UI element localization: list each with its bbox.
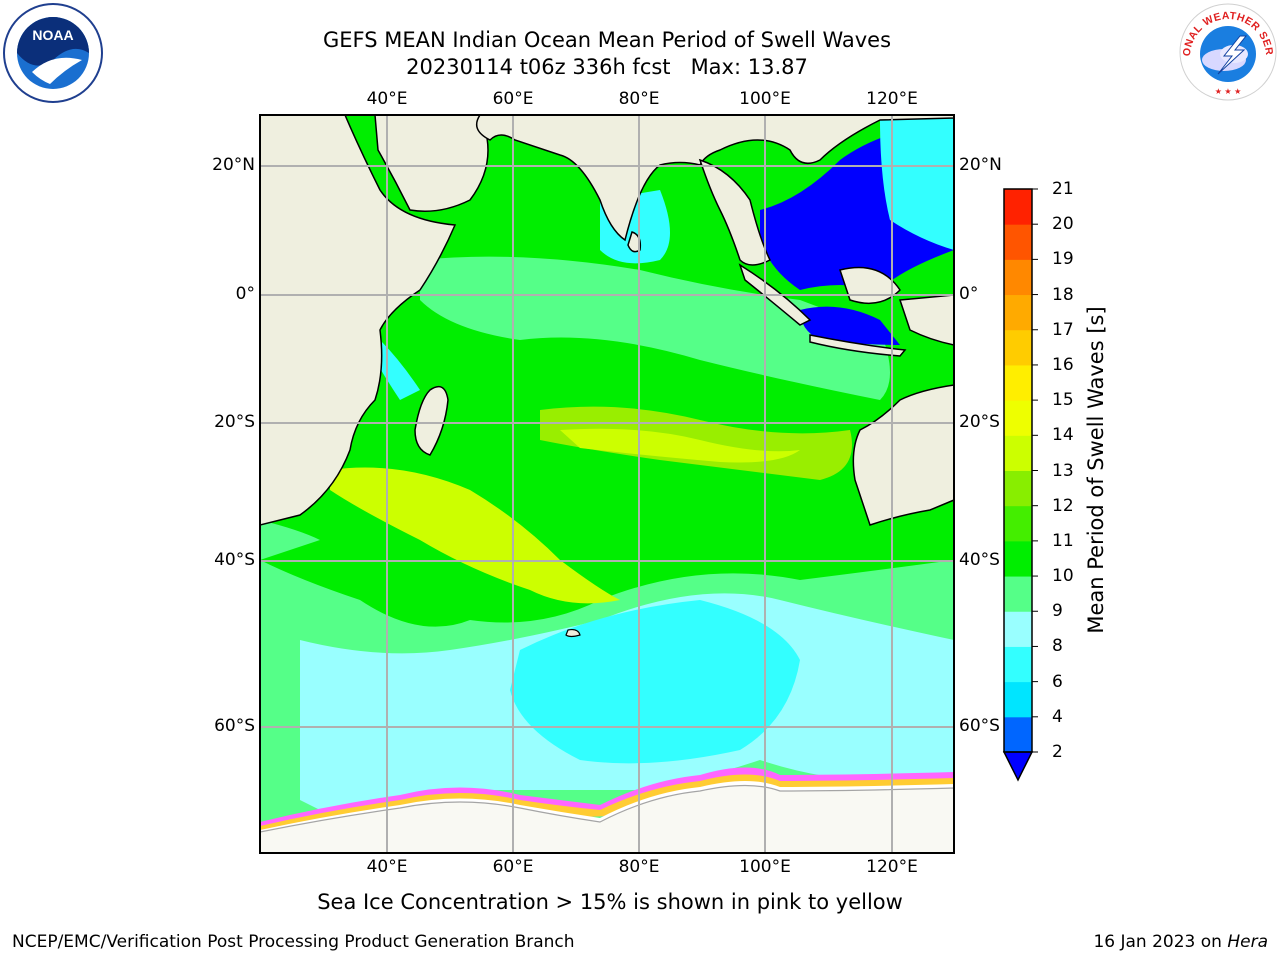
chart-title: GEFS MEAN Indian Ocean Mean Period of Sw… (322, 28, 892, 52)
colorbar-segment (1004, 681, 1032, 718)
asia-land (475, 115, 954, 242)
colorbar-segment (1004, 189, 1032, 225)
lon-label-bottom: 120°E (866, 857, 918, 877)
colorbar-segment (1004, 646, 1032, 683)
java-land (809, 334, 907, 357)
colorbar-extend-arrow (1002, 751, 1034, 782)
lon-label-top: 120°E (866, 89, 918, 109)
swell-band-java-sea (800, 306, 900, 345)
colorbar-title: Mean Period of Swell Waves [s] (1084, 306, 1108, 634)
credit-text: NCEP/EMC/Verification Post Processing Pr… (12, 932, 575, 952)
colorbar-tick-label: 9 (1052, 601, 1063, 622)
colorbar-tick-label: 8 (1052, 636, 1063, 657)
lon-label-bottom: 40°E (366, 857, 408, 877)
colorbar-tick-label: 18 (1052, 284, 1074, 305)
colorbar-tick-label: 10 (1052, 566, 1074, 587)
arabia-land (374, 115, 489, 212)
chart-subtitle: 20230114 t06z 336h fcst Max: 13.87 (406, 55, 808, 79)
swell-band-9s-tropics (420, 256, 890, 400)
lon-label-bottom: 100°E (739, 857, 791, 877)
colorbar-tick-label: 20 (1052, 214, 1074, 235)
lon-label-top: 60°E (492, 89, 534, 109)
swell-band-12s-west (330, 467, 620, 604)
colorbar-tick-label: 13 (1052, 460, 1074, 481)
sea-ice-shelf (260, 781, 954, 853)
lon-label-top: 40°E (366, 89, 408, 109)
colorbar-tick-label: 19 (1052, 249, 1074, 270)
indochina-land (698, 158, 772, 266)
antarctica-land (260, 784, 954, 853)
colorbar-segment (1004, 716, 1032, 753)
australia-land (852, 384, 954, 526)
map-frame (259, 114, 955, 854)
svg-text:★ ★ ★: ★ ★ ★ (1215, 87, 1242, 96)
colorbar-segment (1004, 540, 1032, 577)
kerguelen-land (565, 628, 581, 638)
colorbar-segment (1004, 294, 1032, 331)
colorbar-tick-label: 6 (1052, 671, 1063, 692)
colorbar-tick-label: 14 (1052, 425, 1074, 446)
lon-label-top: 80°E (618, 89, 660, 109)
nws-logo: NATIONAL WEATHER SERVICE ★ ★ ★ (1178, 2, 1277, 101)
madagascar-land (414, 385, 449, 456)
colorbar-segment (1004, 224, 1032, 260)
noaa-logo: NOAA (3, 3, 103, 103)
colorbar-segment (1004, 364, 1032, 401)
lat-label-right: 60°S (959, 716, 1000, 736)
lat-label-left: 20°S (214, 412, 255, 432)
lat-label-right: 20°S (959, 412, 1000, 432)
lat-label-right: 40°S (959, 550, 1000, 570)
colorbar-tick-label: 16 (1052, 354, 1074, 375)
colorbar-segment (1004, 505, 1032, 542)
colorbar-segment (1004, 259, 1032, 296)
lat-label-right: 20°N (959, 155, 1002, 175)
colorbar-tick-label: 17 (1052, 319, 1074, 340)
colorbar (1002, 188, 1038, 782)
colorbar-segment (1004, 435, 1032, 471)
lat-label-right: 0° (959, 284, 979, 304)
lat-label-left: 0° (235, 284, 255, 304)
colorbar-tick-label: 2 (1052, 742, 1063, 762)
colorbar-tick-label: 11 (1052, 530, 1074, 551)
lon-label-bottom: 80°E (618, 857, 660, 877)
swell-band-7s-core (510, 600, 800, 764)
sea-ice-note: Sea Ice Concentration > 15% is shown in … (317, 890, 903, 914)
lat-label-left: 60°S (214, 716, 255, 736)
graticule (260, 115, 954, 853)
colorbar-segment (1004, 470, 1032, 507)
colorbar-segment (1004, 611, 1032, 647)
colorbar-segment (1004, 329, 1032, 366)
colorbar-tick-label: 21 (1052, 179, 1074, 199)
lon-label-top: 100°E (739, 89, 791, 109)
lat-label-left: 20°N (212, 155, 255, 175)
svg-text:NOAA: NOAA (32, 27, 73, 43)
colorbar-tick-label: 12 (1052, 495, 1074, 516)
swell-band-pacific (880, 115, 954, 250)
lon-label-bottom: 60°E (492, 857, 534, 877)
machine-name: Hera (1227, 932, 1268, 952)
colorbar-segment (1004, 400, 1032, 436)
colorbar-tick-label: 4 (1052, 706, 1063, 727)
date-stamp: 16 Jan 2023 on Hera (1093, 932, 1268, 952)
lat-label-left: 40°S (214, 550, 255, 570)
colorbar-segment (1004, 576, 1032, 612)
colorbar-tick-label: 15 (1052, 390, 1074, 411)
